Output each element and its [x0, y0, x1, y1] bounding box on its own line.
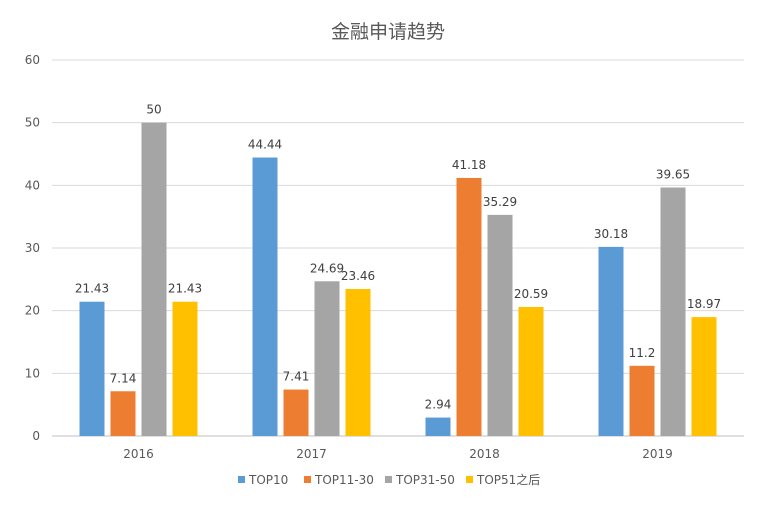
data-label: 20.59	[514, 287, 548, 301]
legend-label: TOP10	[248, 473, 288, 487]
data-label: 24.69	[310, 261, 344, 275]
gridlines	[52, 59, 744, 437]
y-axis-ticks: 0 10 20 30 40 50 60	[25, 53, 40, 443]
x-tick-label: 2017	[296, 447, 327, 461]
x-tick-label: 2018	[469, 447, 500, 461]
bar-2018-TOP31-50	[487, 214, 513, 436]
bar-2016-TOP31-50	[141, 122, 167, 437]
legend-swatch	[238, 476, 245, 483]
data-label: 23.46	[341, 269, 375, 283]
bar-2018-TOP11-30	[456, 177, 482, 436]
bar-2017-TOP51之后	[345, 288, 371, 436]
y-tick-label: 0	[32, 429, 40, 443]
y-tick-label: 60	[25, 53, 40, 67]
data-label: 39.65	[656, 168, 690, 182]
x-axis-ticks: 2016 2017 2018 2019	[123, 447, 673, 461]
bar-2016-TOP11-30	[110, 391, 136, 436]
bar-2017-TOP11-30	[283, 389, 309, 436]
data-label: 41.18	[452, 158, 486, 172]
x-tick-label: 2016	[123, 447, 154, 461]
bar-2019-TOP10	[598, 246, 624, 436]
legend-label: TOP31-50	[395, 473, 455, 487]
y-tick-label: 40	[25, 178, 40, 192]
legend-swatch	[304, 476, 311, 483]
legend-label: TOP11-30	[314, 473, 374, 487]
legend-swatch	[385, 476, 392, 483]
data-label: 30.18	[594, 227, 628, 241]
bar-2018-TOP10	[425, 417, 451, 436]
data-label: 44.44	[248, 138, 282, 152]
data-label: 18.97	[687, 297, 721, 311]
data-label: 7.41	[283, 370, 310, 384]
legend-swatch	[466, 476, 473, 483]
legend-label: TOP51之后	[476, 473, 540, 487]
data-label: 50	[146, 103, 161, 117]
y-tick-label: 20	[25, 304, 40, 318]
bar-2019-TOP51之后	[691, 317, 717, 436]
bar-2019-TOP11-30	[629, 365, 655, 436]
y-tick-label: 10	[25, 366, 40, 380]
bar-2016-TOP10	[79, 301, 105, 436]
x-tick-label: 2019	[642, 447, 673, 461]
bar-2017-TOP10	[252, 157, 278, 436]
y-tick-label: 30	[25, 241, 40, 255]
bar-2019-TOP31-50	[660, 187, 686, 436]
bar-2016-TOP51之后	[172, 301, 198, 436]
bar-2017-TOP31-50	[314, 281, 340, 436]
bars	[79, 122, 717, 437]
data-label: 21.43	[168, 282, 202, 296]
legend: TOP10 TOP11-30 TOP31-50 TOP51之后	[238, 473, 540, 487]
bar-2018-TOP51之后	[518, 306, 544, 436]
data-label: 21.43	[75, 282, 109, 296]
data-label: 11.2	[629, 346, 656, 360]
chart-title: 金融申请趋势	[331, 21, 445, 43]
y-tick-label: 50	[25, 116, 40, 130]
data-label: 2.94	[425, 398, 452, 412]
data-label: 35.29	[483, 195, 517, 209]
data-label: 7.14	[110, 371, 137, 385]
